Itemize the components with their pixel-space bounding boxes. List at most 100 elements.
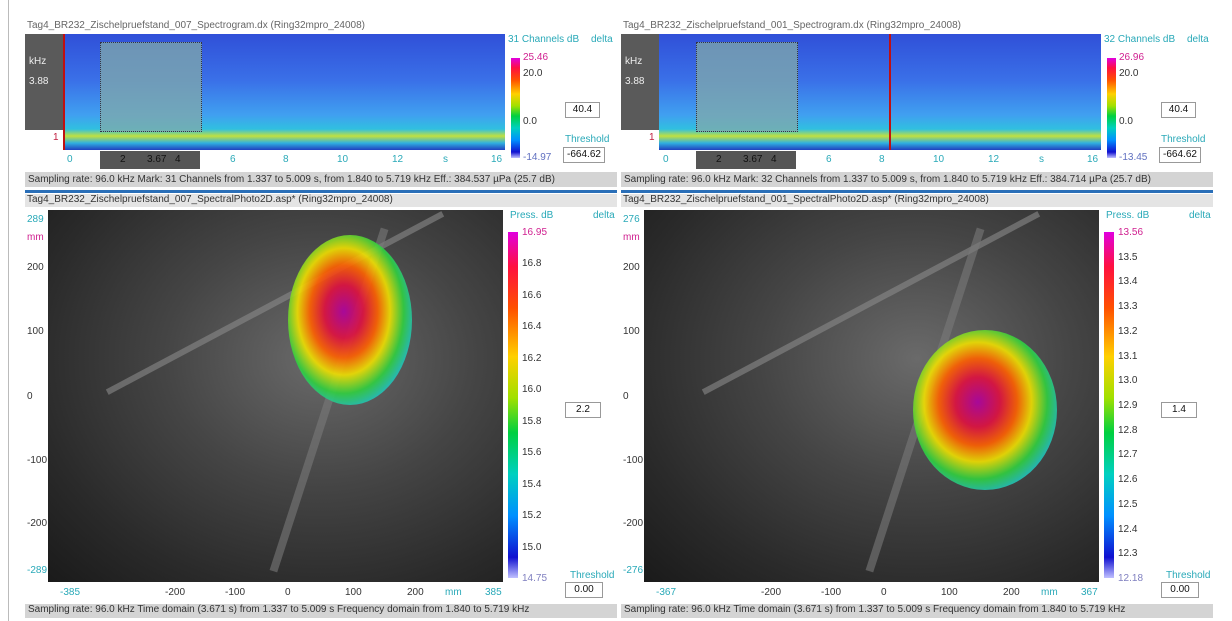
y-tick-label: 1	[649, 132, 655, 144]
panel: Tag4_BR232_Zischelpruefstand_007_Spectro…	[25, 0, 617, 621]
color-bar	[511, 58, 520, 158]
x-tick-label: 0	[881, 587, 887, 599]
y-tick-label: -100	[623, 455, 643, 467]
scale-label: 13.5	[1118, 252, 1137, 264]
x-tick-label: -367	[656, 587, 676, 599]
scale-label: 12.5	[1118, 499, 1137, 511]
y-tick-label: 3.88	[625, 76, 644, 88]
scale-label: 16.2	[522, 353, 541, 365]
scale-label: 0.0	[523, 116, 537, 128]
threshold-value: 0.00	[565, 582, 603, 598]
footer-status: Sampling rate: 96.0 kHz Time domain (3.6…	[621, 604, 1213, 618]
y-tick-label: 1	[53, 132, 59, 144]
delta-value: 40.4	[565, 102, 600, 118]
x-tick-label: 100	[941, 587, 958, 599]
scale-label: 16.4	[522, 321, 541, 333]
spectrogram-title: Tag4_BR232_Zischelpruefstand_007_Spectro…	[27, 20, 365, 32]
scale-label: 15.6	[522, 447, 541, 459]
x-tick-label: s	[1039, 154, 1044, 166]
photo-title: Tag4_BR232_Zischelpruefstand_007_Spectra…	[25, 194, 617, 207]
x-tick-label: -100	[821, 587, 841, 599]
scale-label: 12.9	[1118, 400, 1137, 412]
y-tick-label: 0	[27, 391, 33, 403]
y-tick-label: 200	[623, 262, 640, 274]
x-tick-label: 10	[337, 154, 348, 166]
scale-label: 14.75	[522, 573, 547, 585]
cursor-line	[889, 34, 891, 150]
x-tick-label: 16	[491, 154, 502, 166]
scale-label: 12.8	[1118, 425, 1137, 437]
delta-value: 40.4	[1161, 102, 1196, 118]
scale-label: 13.4	[1118, 276, 1137, 288]
scale-label: 13.2	[1118, 326, 1137, 338]
scale-label: 12.18	[1118, 573, 1143, 585]
scale-label: 26.96	[1119, 52, 1144, 64]
x-tick-label: 12	[392, 154, 403, 166]
scale-label: 13.1	[1118, 351, 1137, 363]
y-tick-label: 289	[27, 214, 44, 226]
footer-status: Sampling rate: 96.0 kHz Time domain (3.6…	[25, 604, 617, 618]
marker-box	[696, 42, 798, 132]
y-tick-label: 200	[27, 262, 44, 274]
x-tick-label: -100	[225, 587, 245, 599]
x-tick-label: -200	[165, 587, 185, 599]
scale-label: 15.2	[522, 510, 541, 522]
scale-label: 16.0	[522, 384, 541, 396]
scale-label: 0.0	[1119, 116, 1133, 128]
scale-delta: delta	[591, 34, 613, 46]
page: {"panels": [ {"spectrogram": {"title": "…	[0, 0, 1232, 621]
scale-label: 13.0	[1118, 375, 1137, 387]
y-tick-label: mm	[623, 232, 640, 244]
threshold-value: 0.00	[1161, 582, 1199, 598]
scale-delta: delta	[1187, 34, 1209, 46]
x-tick-label: mm	[445, 587, 462, 599]
scale-label: 13.56	[1118, 227, 1143, 239]
scale-label: -13.45	[1119, 152, 1147, 164]
color-bar	[508, 232, 518, 578]
x-tick-label: mm	[1041, 587, 1058, 599]
scale-label: 15.0	[522, 542, 541, 554]
panel: Tag4_BR232_Zischelpruefstand_001_Spectro…	[621, 0, 1213, 621]
color-bar	[1104, 232, 1114, 578]
scale-label: 12.3	[1118, 548, 1137, 560]
y-tick-label: kHz	[29, 56, 46, 68]
y-tick-label: -276	[623, 565, 643, 577]
y-tick-label: 0	[623, 391, 629, 403]
delta-value: 1.4	[1161, 402, 1197, 418]
x-tick-label: 2	[716, 154, 722, 166]
scale-label: 20.0	[1119, 68, 1138, 80]
scale-header: 31 Channels dB	[508, 34, 579, 46]
y-tick-label: mm	[27, 232, 44, 244]
scale-label: 15.4	[522, 479, 541, 491]
x-tick-label: 0	[285, 587, 291, 599]
scale-label: 20.0	[523, 68, 542, 80]
delta-value: 2.2	[565, 402, 601, 418]
x-tick-label: 6	[230, 154, 236, 166]
x-tick-label: -385	[60, 587, 80, 599]
y-tick-label: 276	[623, 214, 640, 226]
scale-label: 16.95	[522, 227, 547, 239]
scale-header: Press. dB	[510, 210, 553, 222]
scale-label: 12.7	[1118, 449, 1137, 461]
y-tick-label: 100	[623, 326, 640, 338]
scale-label: 15.8	[522, 416, 541, 428]
x-tick-label: 0	[67, 154, 73, 166]
x-tick-label: 200	[407, 587, 424, 599]
x-tick-label: 4	[175, 154, 181, 166]
threshold-label: Threshold	[565, 134, 609, 146]
x-tick-label: 200	[1003, 587, 1020, 599]
scale-label: 12.4	[1118, 524, 1137, 536]
scale-header: 32 Channels dB	[1104, 34, 1175, 46]
separator	[25, 190, 617, 193]
scale-label: 12.6	[1118, 474, 1137, 486]
y-tick-label: -200	[623, 518, 643, 530]
x-tick-label: 4	[771, 154, 777, 166]
heat-map	[288, 235, 412, 405]
photo-image	[48, 210, 503, 582]
x-tick-label: 0	[663, 154, 669, 166]
threshold-label: Threshold	[570, 570, 614, 582]
threshold-label: Threshold	[1166, 570, 1210, 582]
y-tick-label: -200	[27, 518, 47, 530]
scale-label: -14.97	[523, 152, 551, 164]
x-tick-label: 16	[1087, 154, 1098, 166]
